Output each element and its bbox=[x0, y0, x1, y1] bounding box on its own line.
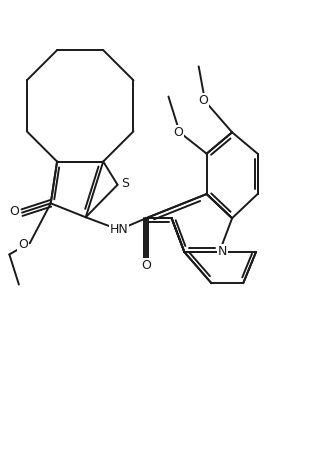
Text: HN: HN bbox=[110, 223, 128, 236]
Text: O: O bbox=[173, 126, 183, 139]
Text: O: O bbox=[18, 238, 28, 251]
Text: N: N bbox=[218, 245, 227, 258]
Text: O: O bbox=[141, 259, 151, 272]
Text: O: O bbox=[198, 94, 208, 107]
Text: S: S bbox=[121, 177, 129, 190]
Text: O: O bbox=[9, 205, 19, 218]
